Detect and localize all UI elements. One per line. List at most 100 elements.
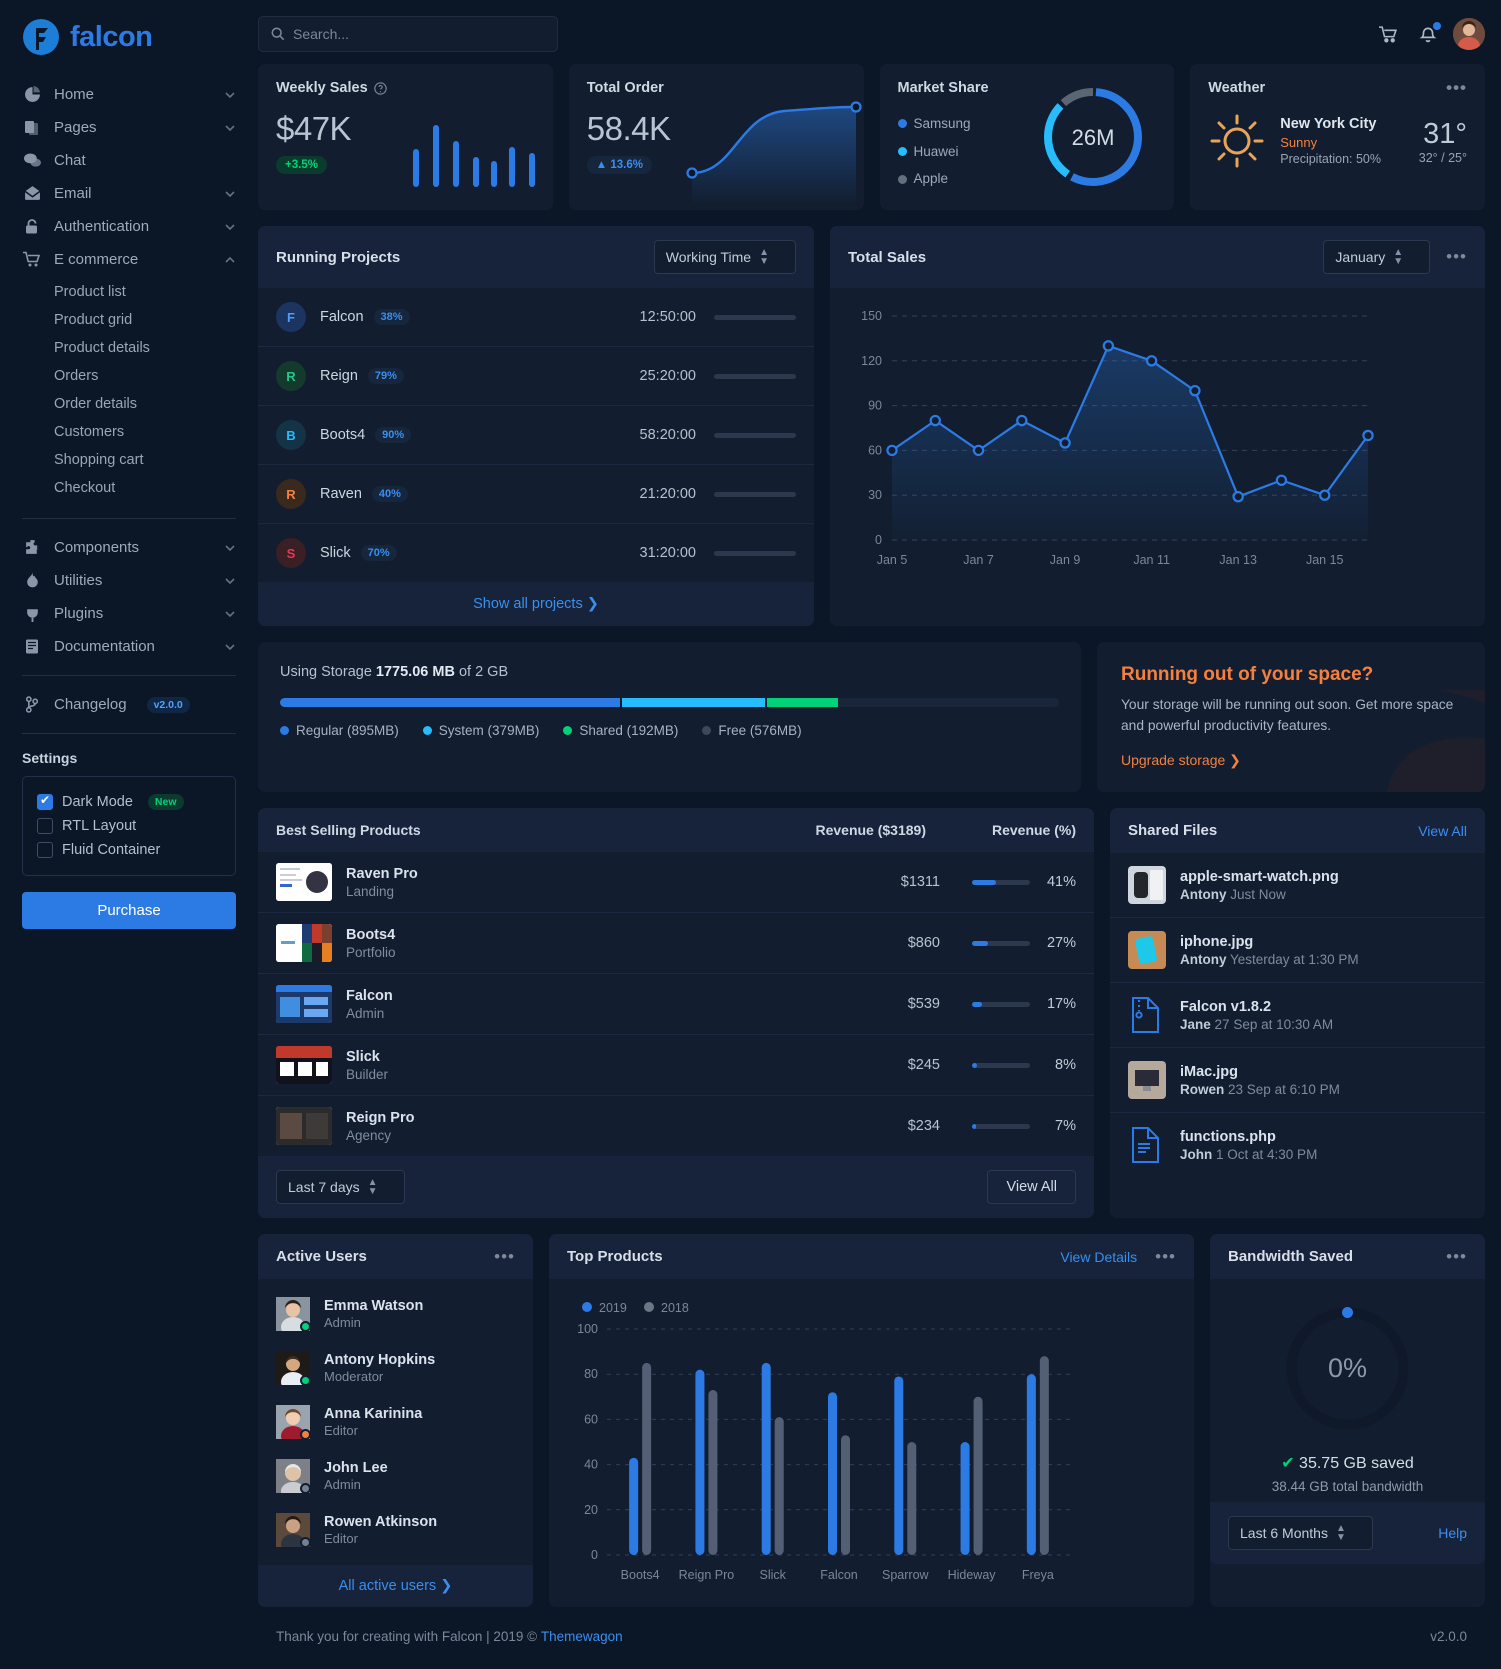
setting-label: RTL Layout [62, 818, 137, 834]
table-row[interactable]: Reign Pro Agency $234 7% [258, 1096, 1094, 1156]
chevron-down-icon[interactable] [224, 221, 236, 233]
dark-mode-checkbox[interactable] [37, 793, 53, 810]
chevron-down-icon[interactable] [224, 122, 236, 134]
table-row[interactable]: B Boots4 90% 58:20:00 [258, 406, 814, 465]
more-icon[interactable]: ••• [494, 1246, 515, 1266]
sidebar-subitem-orders[interactable]: Orders [54, 368, 99, 384]
chevron-down-icon[interactable] [224, 542, 236, 554]
sidebar-item-chat[interactable]: Chat [22, 144, 236, 177]
list-item[interactable]: iMac.jpg Rowen 23 Sep at 6:10 PM [1110, 1048, 1485, 1114]
fluid-container-checkbox[interactable] [37, 842, 53, 858]
cart-icon[interactable] [1373, 19, 1403, 49]
sidebar-subitem-customers[interactable]: Customers [54, 424, 125, 440]
weather-range: 32° / 25° [1418, 150, 1467, 165]
user-avatar[interactable] [1453, 18, 1485, 50]
table-row[interactable]: R Raven 40% 21:20:00 [258, 465, 814, 524]
chevron-down-icon[interactable] [224, 608, 236, 620]
search-input[interactable]: Search... [258, 16, 558, 52]
brand-logo-area[interactable]: falcon [0, 0, 258, 78]
setting-rtl-layout[interactable]: RTL Layout [37, 814, 221, 838]
sidebar-subitem-product-details[interactable]: Product details [54, 340, 150, 356]
chevron-down-icon[interactable] [224, 575, 236, 587]
view-all-link[interactable]: View All [1418, 822, 1467, 839]
more-icon[interactable]: ••• [1446, 78, 1467, 97]
puzzle-icon [22, 539, 42, 556]
avatar: B [276, 420, 306, 450]
storage-segment-regular [280, 698, 621, 707]
sidebar-item-label: E commerce [54, 251, 139, 268]
purchase-button[interactable]: Purchase [22, 892, 236, 929]
sidebar-subitem-checkout[interactable]: Checkout [54, 480, 116, 496]
sidebar-item-components[interactable]: Components [22, 531, 236, 564]
chevron-right-icon: ❯ [440, 1578, 453, 1595]
more-icon[interactable]: ••• [1446, 247, 1467, 266]
list-item[interactable]: Antony Hopkins Moderator [258, 1341, 533, 1395]
chevron-down-icon[interactable] [224, 89, 236, 101]
question-circle-icon[interactable] [373, 81, 387, 95]
table-row[interactable]: Falcon Admin $539 17% [258, 974, 1094, 1036]
upgrade-storage-link[interactable]: Upgrade storage ❯ [1121, 752, 1241, 769]
working-time-select[interactable]: Working Time ▲ ▼ [653, 240, 796, 274]
list-item[interactable]: Emma Watson Admin [258, 1287, 533, 1341]
table-row[interactable]: Boots4 Portfolio $860 27% [258, 913, 1094, 975]
list-item[interactable]: Anna Karinina Editor [258, 1395, 533, 1449]
table-row[interactable]: Slick Builder $245 8% [258, 1035, 1094, 1097]
table-row[interactable]: F Falcon 38% 12:50:00 [258, 288, 814, 347]
more-icon[interactable]: ••• [1446, 1246, 1467, 1266]
weekly-sales-change: +3.5% [276, 156, 327, 174]
sidebar-subitem-product-list[interactable]: Product list [54, 284, 126, 300]
chevron-down-icon[interactable] [224, 188, 236, 200]
chevron-up-icon[interactable] [224, 254, 236, 266]
svg-text:Boots4: Boots4 [621, 1568, 660, 1582]
avatar [276, 1513, 311, 1555]
column-header-revenue: Revenue ($3189) [815, 822, 926, 839]
list-item[interactable]: functions.php John 1 Oct at 4:30 PM [1110, 1113, 1485, 1177]
table-row[interactable]: Raven Pro Landing $1311 41% [258, 852, 1094, 914]
sidebar-item-ecommerce[interactable]: E commerce [22, 243, 236, 276]
list-item[interactable]: Falcon v1.8.2 Jane 27 Sep at 10:30 AM [1110, 983, 1485, 1049]
sidebar-item-documentation[interactable]: Documentation [22, 630, 236, 663]
period-select[interactable]: Last 6 Months ▲ ▼ [1228, 1516, 1373, 1551]
active-users-list: Emma Watson Admin Antony Hopkins Moderator… [258, 1279, 533, 1565]
bandwidth-percent: 0% [1328, 1353, 1367, 1383]
rtl-layout-checkbox[interactable] [37, 818, 53, 834]
sidebar-item-utilities[interactable]: Utilities [22, 564, 236, 597]
sidebar-item-authentication[interactable]: Authentication [22, 210, 236, 243]
show-all-projects-link[interactable]: Show all projects ❯ [258, 582, 814, 626]
month-select[interactable]: January ▲ ▼ [1323, 240, 1431, 274]
list-item[interactable]: apple-smart-watch.png Antony Just Now [1110, 853, 1485, 919]
chevron-updown-icon: ▲ ▼ [759, 247, 769, 267]
running-projects-list: F Falcon 38% 12:50:00 R Reign 79% 25:20:… [258, 288, 814, 582]
sidebar-item-home[interactable]: Home [22, 78, 236, 111]
footer-link[interactable]: Themewagon [540, 1629, 623, 1645]
sidebar-item-email[interactable]: Email [22, 177, 236, 210]
all-active-users-link[interactable]: All active users ❯ [258, 1565, 533, 1608]
bell-icon[interactable] [1413, 19, 1443, 49]
sidebar-item-label: Email [54, 185, 92, 202]
sidebar-subitem-shopping-cart[interactable]: Shopping cart [54, 452, 144, 468]
sidebar-subitem-order-details[interactable]: Order details [54, 396, 138, 412]
help-link[interactable]: Help [1438, 1525, 1467, 1542]
more-icon[interactable]: ••• [1155, 1246, 1176, 1266]
sidebar-item-plugins[interactable]: Plugins [22, 597, 236, 630]
list-item[interactable]: John Lee Admin [258, 1449, 533, 1503]
sidebar-item-changelog[interactable]: Changelog v2.0.0 [22, 688, 236, 721]
chevron-down-icon[interactable] [224, 641, 236, 653]
view-all-button[interactable]: View All [987, 1170, 1076, 1205]
setting-label: Fluid Container [62, 842, 161, 858]
table-row[interactable]: R Reign 79% 25:20:00 [258, 347, 814, 406]
table-row[interactable]: S Slick 70% 31:20:00 [258, 524, 814, 582]
view-details-link[interactable]: View Details [1060, 1248, 1138, 1265]
list-item[interactable]: Rowen Atkinson Editor [258, 1503, 533, 1557]
sidebar-item-pages[interactable]: Pages [22, 111, 236, 144]
setting-dark-mode[interactable]: Dark Mode New [37, 790, 221, 814]
svg-text:2019: 2019 [599, 1301, 627, 1315]
best-selling-header: Best Selling Products Revenue ($3189) Re… [258, 808, 1094, 853]
setting-fluid-container[interactable]: Fluid Container [37, 838, 221, 862]
svg-text:Falcon: Falcon [820, 1568, 858, 1582]
sidebar-subitem-product-grid[interactable]: Product grid [54, 312, 133, 328]
date-range-select[interactable]: Last 7 days ▲ ▼ [276, 1170, 405, 1205]
list-item[interactable]: iphone.jpg Antony Yesterday at 1:30 PM [1110, 918, 1485, 984]
bandwidth-total-text: 38.44 GB total bandwidth [1271, 1479, 1424, 1495]
bandwidth-saved-text: ✔ 35.75 GB saved [1281, 1455, 1414, 1473]
